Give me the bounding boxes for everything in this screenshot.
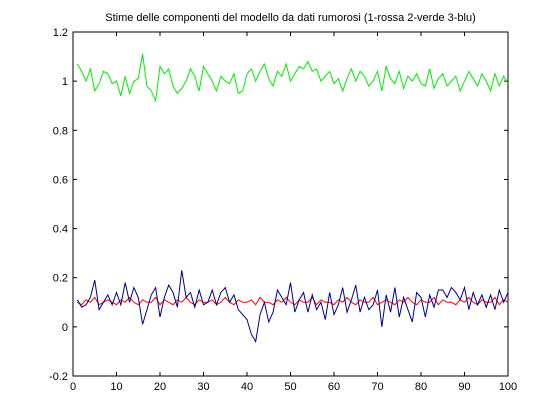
x-tick-label: 50 [284, 381, 296, 393]
x-tick-label: 100 [499, 381, 517, 393]
y-tick-label: 0.2 [53, 273, 68, 285]
series-line-3 [76, 270, 509, 344]
x-tick-label: 90 [458, 381, 470, 393]
y-tick-label: 0 [62, 322, 68, 334]
y-tick-label: 1 [62, 76, 68, 88]
y-axis: -0.2 0 0.2 0.4 0.6 0.8 1 1.2 [49, 27, 508, 383]
y-tick-label: 1.2 [53, 27, 68, 39]
x-tick-label: 60 [328, 381, 340, 393]
plot-area [72, 31, 509, 377]
y-tick-label: 0.8 [53, 125, 68, 137]
series-layer [76, 54, 509, 344]
x-tick-label: 40 [241, 381, 253, 393]
x-tick-label: 80 [415, 381, 427, 393]
y-tick-label: 0.4 [53, 224, 68, 236]
x-tick-label: 0 [70, 381, 76, 393]
y-tick-label: -0.2 [49, 371, 68, 383]
series-line-2 [76, 54, 509, 103]
x-axis: 0 10 20 30 40 50 60 70 80 90 100 [70, 32, 517, 393]
x-tick-label: 30 [197, 381, 209, 393]
chart-title: Stime delle componenti del modello da da… [105, 12, 476, 24]
x-tick-label: 20 [154, 381, 166, 393]
y-tick-label: 0.6 [53, 174, 68, 186]
x-tick-label: 70 [371, 381, 383, 393]
x-tick-label: 10 [110, 381, 122, 393]
